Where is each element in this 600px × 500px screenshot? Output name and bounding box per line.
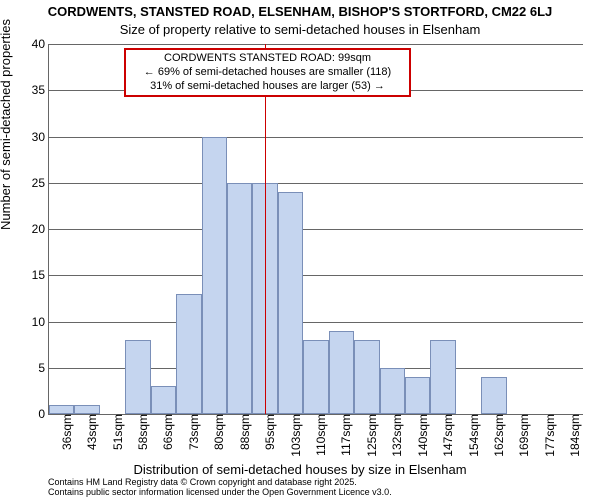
gridline (49, 229, 583, 230)
x-tick-label: 177sqm (543, 414, 557, 457)
x-tick-label: 169sqm (517, 414, 531, 457)
histogram-bar (151, 386, 176, 414)
histogram-bar (74, 405, 99, 414)
histogram-bar (202, 137, 227, 415)
histogram-bar (303, 340, 328, 414)
histogram-bar (354, 340, 379, 414)
y-tick-label: 0 (15, 407, 49, 421)
histogram-bar (329, 331, 354, 414)
histogram-bar (49, 405, 74, 414)
x-tick-label: 162sqm (492, 414, 506, 457)
gridline (49, 275, 583, 276)
y-tick-label: 10 (15, 315, 49, 329)
y-tick-label: 5 (15, 361, 49, 375)
x-axis-label: Distribution of semi-detached houses by … (0, 462, 600, 477)
x-tick-label: 125sqm (365, 414, 379, 457)
x-tick-label: 147sqm (441, 414, 455, 457)
x-tick-label: 103sqm (289, 414, 303, 457)
gridline (49, 183, 583, 184)
chart-title-main: CORDWENTS, STANSTED ROAD, ELSENHAM, BISH… (0, 4, 600, 19)
x-tick-label: 88sqm (238, 414, 252, 450)
histogram-bar (380, 368, 405, 414)
x-tick-label: 66sqm (161, 414, 175, 450)
annotation-box: CORDWENTS STANSTED ROAD: 99sqm← 69% of s… (124, 48, 411, 97)
x-tick-label: 58sqm (136, 414, 150, 450)
annotation-line: 31% of semi-detached houses are larger (… (130, 80, 405, 94)
histogram-chart: CORDWENTS, STANSTED ROAD, ELSENHAM, BISH… (0, 0, 600, 500)
gridline (49, 322, 583, 323)
footer-attribution: Contains HM Land Registry data © Crown c… (48, 478, 392, 498)
y-tick-label: 30 (15, 130, 49, 144)
reference-line (265, 44, 266, 414)
histogram-bar (227, 183, 252, 414)
y-tick-label: 25 (15, 176, 49, 190)
y-tick-label: 35 (15, 83, 49, 97)
histogram-bar (125, 340, 150, 414)
histogram-bar (278, 192, 303, 414)
x-tick-label: 117sqm (339, 414, 353, 456)
gridline (49, 44, 583, 45)
x-tick-label: 184sqm (568, 414, 582, 457)
y-tick-label: 40 (15, 37, 49, 51)
y-axis-label: Number of semi-detached properties (0, 19, 13, 230)
annotation-line: ← 69% of semi-detached houses are smalle… (130, 66, 405, 80)
gridline (49, 137, 583, 138)
histogram-bar (430, 340, 455, 414)
histogram-bar (176, 294, 201, 414)
y-tick-label: 15 (15, 268, 49, 282)
footer-line-2: Contains public sector information licen… (48, 488, 392, 498)
x-tick-label: 73sqm (187, 414, 201, 450)
x-tick-label: 132sqm (390, 414, 404, 457)
y-tick-label: 20 (15, 222, 49, 236)
annotation-line: CORDWENTS STANSTED ROAD: 99sqm (130, 52, 405, 66)
x-tick-label: 80sqm (212, 414, 226, 450)
chart-title-sub: Size of property relative to semi-detach… (0, 22, 600, 37)
histogram-bar (405, 377, 430, 414)
x-tick-label: 43sqm (85, 414, 99, 450)
x-tick-label: 140sqm (416, 414, 430, 457)
x-tick-label: 51sqm (111, 414, 125, 450)
x-tick-label: 36sqm (60, 414, 74, 450)
x-tick-label: 95sqm (263, 414, 277, 450)
x-tick-label: 110sqm (314, 414, 328, 456)
x-tick-label: 154sqm (467, 414, 481, 457)
histogram-bar (481, 377, 506, 414)
plot-area: 051015202530354036sqm43sqm51sqm58sqm66sq… (48, 44, 583, 415)
